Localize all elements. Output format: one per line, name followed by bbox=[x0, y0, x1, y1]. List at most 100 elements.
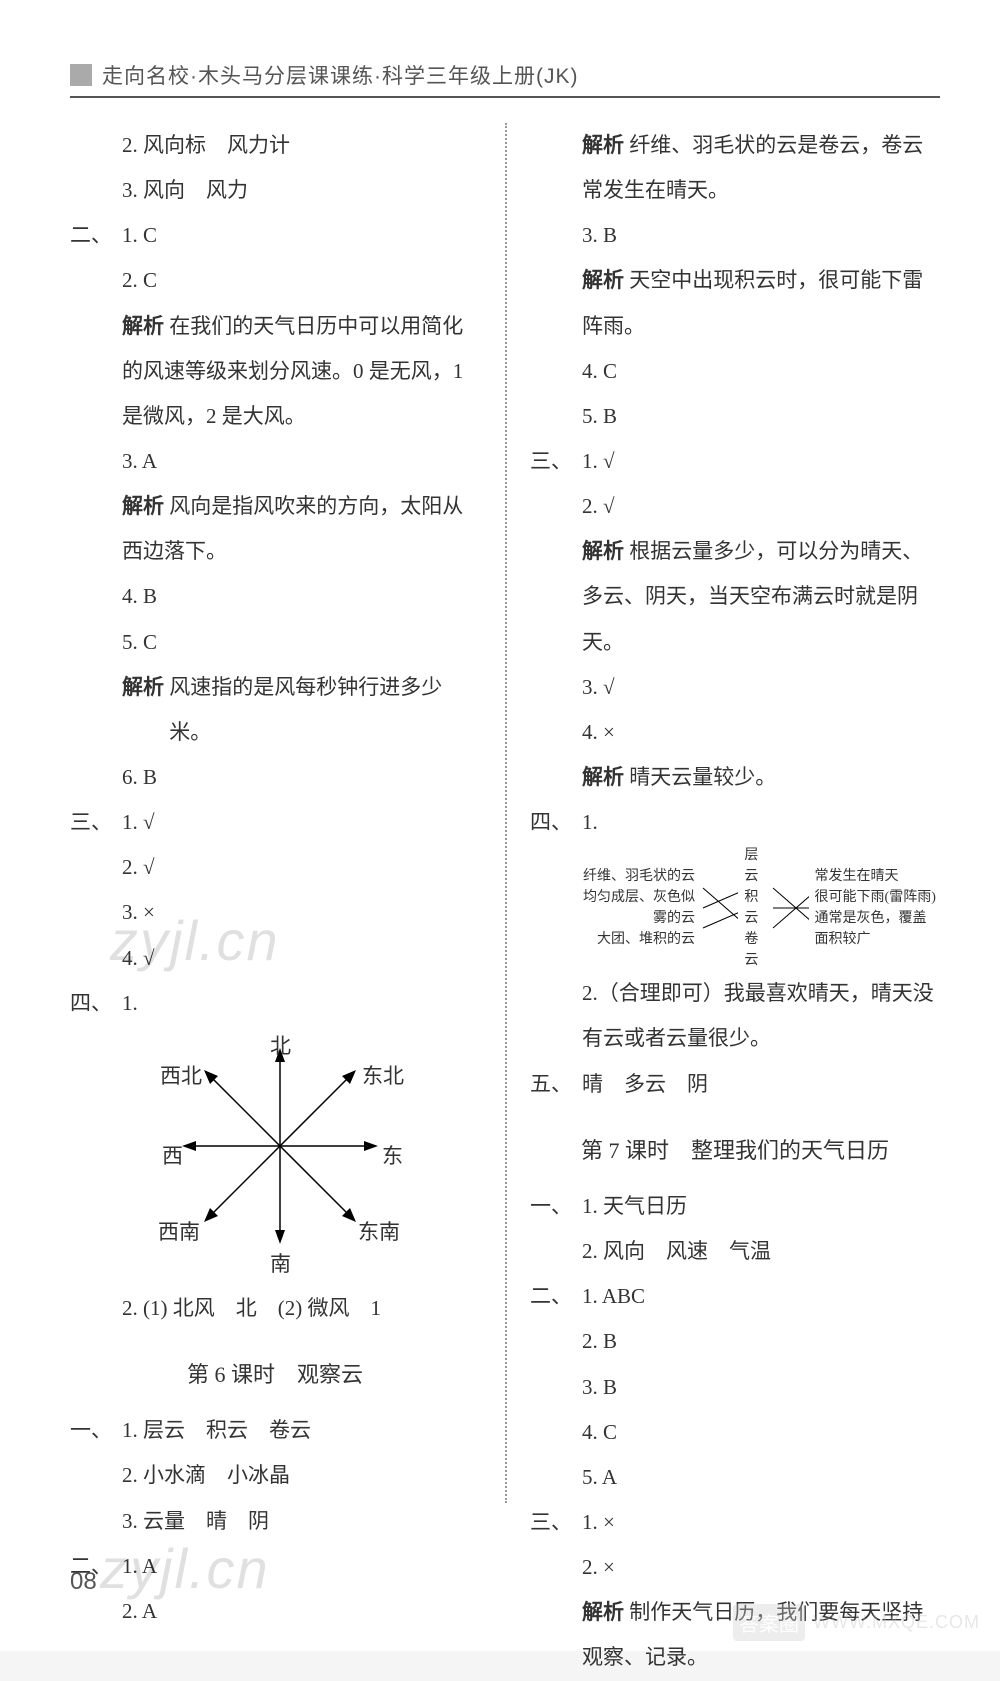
compass-nw: 西北 bbox=[160, 1054, 202, 1099]
text: 风向是指风吹来的方向，太阳从 bbox=[169, 484, 480, 529]
text: 4. C bbox=[582, 1410, 940, 1455]
compass-n: 北 bbox=[270, 1024, 291, 1069]
text: 根据云量多少，可以分为晴天、 bbox=[629, 529, 940, 574]
right-column: 解析 纤维、羽毛状的云是卷云，卷云 常发生在晴天。 3. B 解析 天空中出现积… bbox=[505, 123, 940, 1523]
text: 3. √ bbox=[582, 665, 940, 710]
text: 3. A bbox=[122, 439, 480, 484]
text: 西边落下。 bbox=[122, 529, 480, 574]
text: 纤维、羽毛状的云是卷云，卷云 bbox=[629, 123, 940, 168]
compass-se: 东南 bbox=[358, 1210, 400, 1255]
text: 3. B bbox=[582, 213, 940, 258]
text: 晴天云量较少。 bbox=[629, 755, 940, 800]
text: 2. × bbox=[582, 1545, 940, 1590]
section-label: 一、 bbox=[530, 1184, 582, 1229]
text: 4. × bbox=[582, 710, 940, 755]
badge-label: 答案圈 bbox=[733, 1604, 805, 1641]
analysis-label: 解析 bbox=[582, 258, 624, 303]
matching-diagram: 纤维、羽毛状的云 均匀成层、灰色似雾的云 大团、堆积的云 层云 积云 卷云 常发… bbox=[530, 845, 940, 971]
text: 1. A bbox=[122, 1544, 480, 1589]
text: 1. bbox=[122, 981, 480, 1026]
text: 1. × bbox=[582, 1500, 940, 1545]
text: 3. × bbox=[122, 890, 480, 935]
text: 的风速等级来划分风速。0 是无风，1 bbox=[122, 349, 480, 394]
badge-site: WWW.MXQE.COM bbox=[813, 1612, 980, 1633]
compass-s: 南 bbox=[270, 1242, 291, 1287]
m-mid-1: 层云 bbox=[744, 845, 765, 887]
content-columns: 2. 风向标 风力计 3. 风向 风力 二、1. C 2. C 解析 在我们的天… bbox=[70, 123, 940, 1523]
analysis-label: 解析 bbox=[122, 665, 164, 755]
text: 2. A bbox=[122, 1589, 480, 1634]
text: 2. 小水滴 小冰晶 bbox=[122, 1453, 480, 1498]
text: 1. √ bbox=[582, 439, 940, 484]
analysis-label: 解析 bbox=[122, 304, 164, 349]
text: 4. √ bbox=[122, 936, 480, 981]
m-left-1: 纤维、羽毛状的云 bbox=[580, 866, 695, 887]
analysis-label: 解析 bbox=[122, 484, 164, 529]
m-mid-3: 卷云 bbox=[744, 929, 765, 971]
analysis-label: 解析 bbox=[582, 1590, 624, 1635]
m-right-1: 常发生在晴天 bbox=[815, 866, 940, 887]
text: 6. B bbox=[122, 755, 480, 800]
text: 3. 风向 风力 bbox=[122, 168, 480, 213]
text: 天空中出现积云时，很可能下雷 bbox=[629, 258, 940, 303]
text: 风速指的是风每秒钟行进多少米。 bbox=[169, 665, 480, 755]
text: 1. C bbox=[122, 213, 480, 258]
text: 3. B bbox=[582, 1365, 940, 1410]
compass-ne: 东北 bbox=[362, 1054, 404, 1099]
section-label: 四、 bbox=[70, 981, 122, 1026]
section-label: 三、 bbox=[70, 800, 122, 845]
section-label: 一、 bbox=[70, 1408, 122, 1453]
text: 4. C bbox=[582, 349, 940, 394]
page: 走向名校·木头马分层课课练·科学三年级上册(JK) 2. 风向标 风力计 3. … bbox=[0, 0, 1000, 1651]
text: 观察、记录。 bbox=[582, 1635, 940, 1680]
section-label: 三、 bbox=[530, 1500, 582, 1545]
text: 1. ABC bbox=[582, 1274, 940, 1319]
compass-w: 西 bbox=[162, 1134, 183, 1179]
analysis-label: 解析 bbox=[582, 123, 624, 168]
header-title: 走向名校·木头马分层课课练·科学三年级上册(JK) bbox=[102, 60, 578, 90]
text: 多云、阴天，当天空布满云时就是阴天。 bbox=[582, 574, 940, 664]
text: 2.（合理即可）我最喜欢晴天，晴天没 bbox=[582, 971, 940, 1016]
text: 阵雨。 bbox=[582, 304, 940, 349]
text: 是微风，2 是大风。 bbox=[122, 394, 480, 439]
text: 2. C bbox=[122, 258, 480, 303]
text: 5. A bbox=[582, 1455, 940, 1500]
m-right-3: 通常是灰色，覆盖面积较广 bbox=[815, 908, 940, 950]
text: 2. √ bbox=[122, 845, 480, 890]
lesson-6-title: 第 6 课时 观察云 bbox=[70, 1351, 480, 1398]
text: 5. B bbox=[582, 394, 940, 439]
m-left-2: 均匀成层、灰色似雾的云 bbox=[580, 887, 695, 929]
header-icon bbox=[70, 64, 92, 86]
section-label: 四、 bbox=[530, 800, 582, 845]
analysis-label: 解析 bbox=[582, 529, 624, 574]
text: 1. 层云 积云 卷云 bbox=[122, 1408, 480, 1453]
m-mid-2: 积云 bbox=[744, 887, 765, 929]
text: 常发生在晴天。 bbox=[582, 168, 940, 213]
text: 3. 云量 晴 阴 bbox=[122, 1499, 480, 1544]
text: 2. (1) 北风 北 (2) 微风 1 bbox=[122, 1286, 480, 1331]
text: 1. 天气日历 bbox=[582, 1184, 940, 1229]
section-label: 三、 bbox=[530, 439, 582, 484]
compass-diagram: 北 东北 东 东南 南 西南 西 西北 bbox=[140, 1026, 420, 1286]
text: 5. C bbox=[122, 620, 480, 665]
m-left-3: 大团、堆积的云 bbox=[580, 929, 695, 950]
section-label: 二、 bbox=[70, 213, 122, 258]
text: 2. 风向标 风力计 bbox=[122, 123, 480, 168]
m-right-2: 很可能下雨(雷阵雨) bbox=[815, 887, 940, 908]
section-label: 五、 bbox=[530, 1062, 582, 1107]
column-divider bbox=[505, 123, 507, 1503]
page-number: 08 bbox=[70, 1568, 97, 1596]
left-column: 2. 风向标 风力计 3. 风向 风力 二、1. C 2. C 解析 在我们的天… bbox=[70, 123, 505, 1523]
text: 1. √ bbox=[122, 800, 480, 845]
text: 1. bbox=[582, 800, 602, 845]
lesson-7-title: 第 7 课时 整理我们的天气日历 bbox=[530, 1127, 940, 1174]
text: 2. B bbox=[582, 1319, 940, 1364]
text: 晴 多云 阴 bbox=[582, 1062, 940, 1107]
page-header: 走向名校·木头马分层课课练·科学三年级上册(JK) bbox=[70, 60, 940, 98]
text: 有云或者云量很少。 bbox=[582, 1016, 940, 1061]
text: 2. √ bbox=[582, 484, 940, 529]
text: 4. B bbox=[122, 574, 480, 619]
match-lines-1 bbox=[701, 878, 738, 938]
footer-badge: 答案圈 WWW.MXQE.COM bbox=[733, 1604, 980, 1641]
compass-e: 东 bbox=[382, 1134, 403, 1179]
